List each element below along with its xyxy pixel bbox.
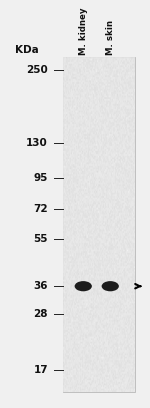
Text: 28: 28 — [33, 309, 48, 319]
Text: 130: 130 — [26, 138, 48, 148]
Ellipse shape — [102, 281, 119, 291]
Text: 72: 72 — [33, 204, 48, 214]
Text: 95: 95 — [34, 173, 48, 183]
Ellipse shape — [75, 281, 92, 291]
Text: 36: 36 — [33, 281, 48, 291]
Text: 17: 17 — [33, 365, 48, 375]
Text: M. skin: M. skin — [106, 20, 115, 55]
Text: M. kidney: M. kidney — [79, 8, 88, 55]
Text: KDa: KDa — [15, 46, 39, 55]
Bar — [63, 57, 135, 392]
Text: 55: 55 — [33, 234, 48, 244]
Text: 250: 250 — [26, 65, 48, 75]
